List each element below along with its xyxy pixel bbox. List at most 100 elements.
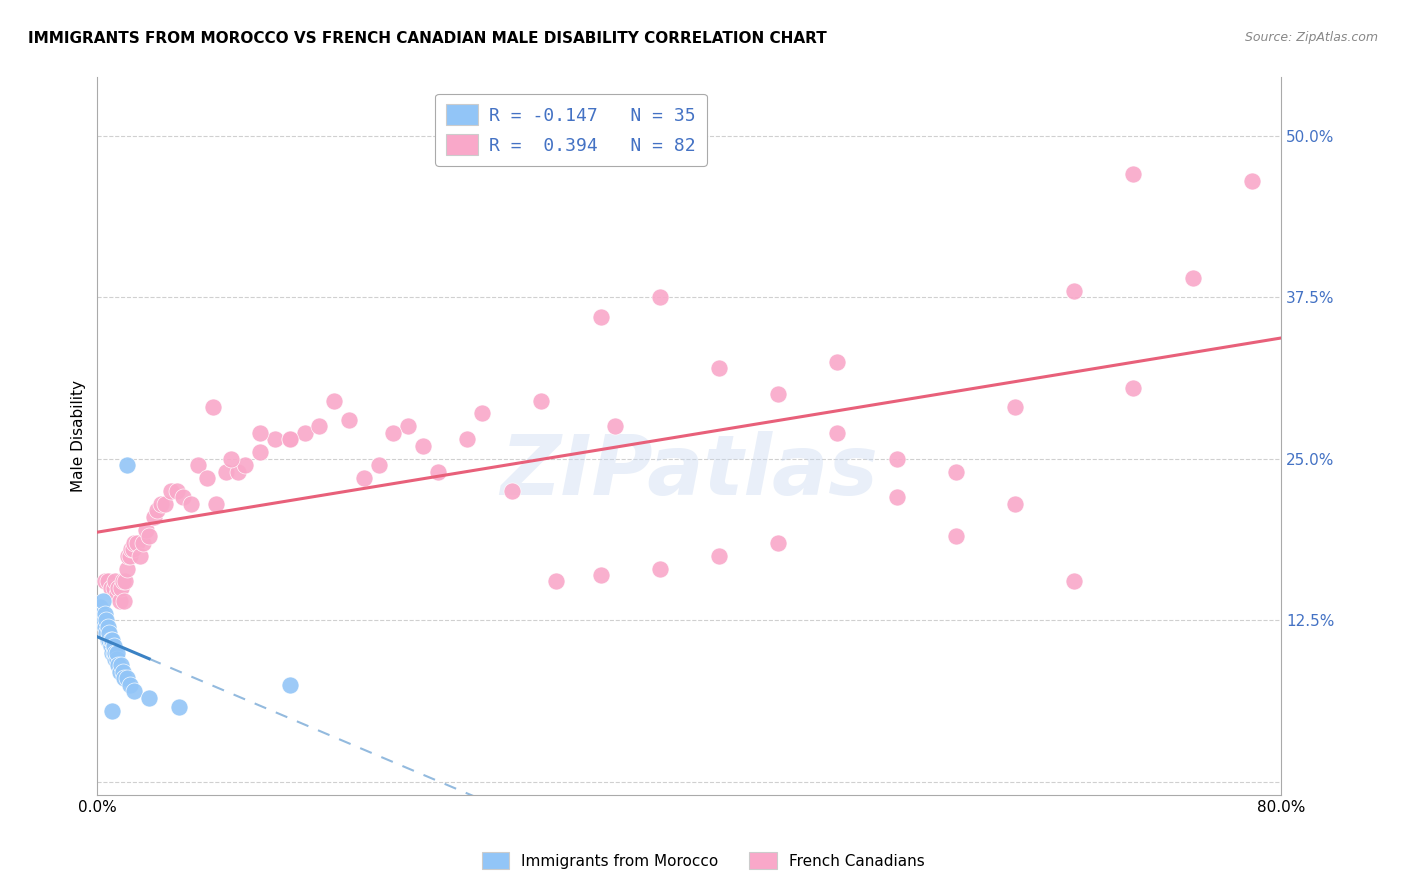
Point xyxy=(886,451,908,466)
Point xyxy=(648,290,671,304)
Point xyxy=(90,607,112,621)
Point xyxy=(105,652,128,666)
Point xyxy=(180,497,202,511)
Point xyxy=(107,581,129,595)
Point xyxy=(97,574,120,589)
Point xyxy=(124,535,146,549)
Point xyxy=(166,483,188,498)
Point xyxy=(1063,574,1085,589)
Point xyxy=(546,574,568,589)
Point xyxy=(278,678,301,692)
Point xyxy=(97,620,120,634)
Point xyxy=(138,529,160,543)
Point xyxy=(396,419,419,434)
Point xyxy=(264,432,287,446)
Point xyxy=(91,594,114,608)
Point xyxy=(110,658,132,673)
Point xyxy=(605,419,627,434)
Point xyxy=(249,445,271,459)
Point xyxy=(101,646,124,660)
Point xyxy=(195,471,218,485)
Point xyxy=(707,361,730,376)
Point xyxy=(648,561,671,575)
Point xyxy=(215,465,238,479)
Point xyxy=(98,626,121,640)
Point xyxy=(353,471,375,485)
Point xyxy=(111,665,134,679)
Point xyxy=(118,549,141,563)
Point xyxy=(89,600,111,615)
Point xyxy=(337,413,360,427)
Point xyxy=(155,497,177,511)
Point xyxy=(138,690,160,705)
Point xyxy=(1122,381,1144,395)
Point xyxy=(104,646,127,660)
Point xyxy=(117,549,139,563)
Point xyxy=(100,639,122,653)
Point xyxy=(249,425,271,440)
Point xyxy=(94,620,117,634)
Point xyxy=(127,535,149,549)
Point xyxy=(120,542,142,557)
Point xyxy=(308,419,330,434)
Point xyxy=(1004,400,1026,414)
Point xyxy=(150,497,173,511)
Point xyxy=(132,535,155,549)
Point xyxy=(112,672,135,686)
Point xyxy=(110,581,132,595)
Point xyxy=(589,310,612,324)
Point xyxy=(886,491,908,505)
Point xyxy=(278,432,301,446)
Point xyxy=(105,587,128,601)
Point xyxy=(426,465,449,479)
Point xyxy=(104,574,127,589)
Point xyxy=(118,678,141,692)
Point xyxy=(115,458,138,472)
Point xyxy=(187,458,209,472)
Point xyxy=(160,483,183,498)
Point xyxy=(101,632,124,647)
Point xyxy=(97,632,120,647)
Point xyxy=(129,549,152,563)
Point xyxy=(94,607,117,621)
Point xyxy=(142,509,165,524)
Point xyxy=(98,632,121,647)
Point xyxy=(124,684,146,698)
Point xyxy=(382,425,405,440)
Point xyxy=(112,594,135,608)
Point xyxy=(201,400,224,414)
Point xyxy=(96,626,118,640)
Point xyxy=(94,574,117,589)
Point xyxy=(107,658,129,673)
Point xyxy=(103,581,125,595)
Point xyxy=(278,432,301,446)
Point xyxy=(945,465,967,479)
Point xyxy=(766,387,789,401)
Point xyxy=(108,594,131,608)
Point xyxy=(145,503,167,517)
Point xyxy=(172,491,194,505)
Point xyxy=(103,639,125,653)
Point xyxy=(100,632,122,647)
Point xyxy=(108,665,131,679)
Point xyxy=(1122,167,1144,181)
Point xyxy=(91,613,114,627)
Point xyxy=(100,581,122,595)
Point xyxy=(530,393,553,408)
Point xyxy=(1240,174,1263,188)
Point xyxy=(1181,270,1204,285)
Point xyxy=(945,529,967,543)
Point xyxy=(204,497,226,511)
Point xyxy=(235,458,257,472)
Point xyxy=(101,704,124,718)
Point xyxy=(471,407,494,421)
Point xyxy=(707,549,730,563)
Point xyxy=(226,465,249,479)
Point xyxy=(501,483,523,498)
Y-axis label: Male Disability: Male Disability xyxy=(72,380,86,492)
Point xyxy=(104,652,127,666)
Legend: Immigrants from Morocco, French Canadians: Immigrants from Morocco, French Canadian… xyxy=(475,846,931,875)
Point xyxy=(114,574,136,589)
Text: Source: ZipAtlas.com: Source: ZipAtlas.com xyxy=(1244,31,1378,45)
Point xyxy=(827,425,849,440)
